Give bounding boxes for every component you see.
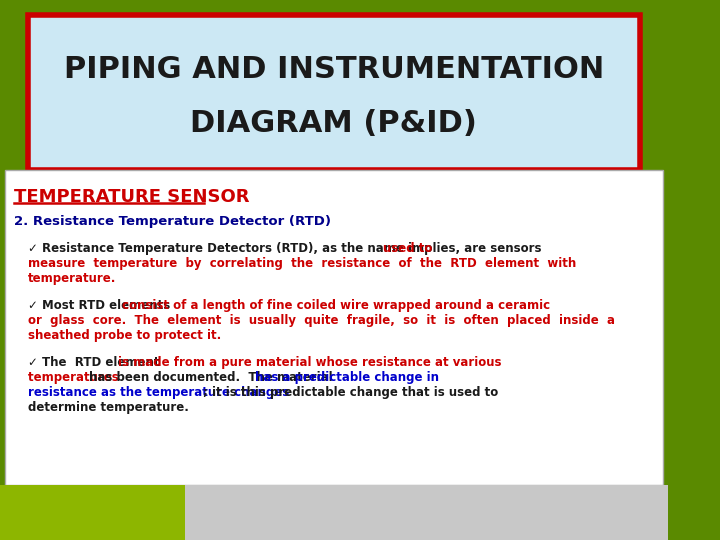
Text: consist of a length of fine coiled wire wrapped around a ceramic: consist of a length of fine coiled wire … [122,299,551,312]
Text: used to: used to [382,242,432,255]
FancyBboxPatch shape [0,485,186,540]
Text: or  glass  core.  The  element  is  usually  quite  fragile,  so  it  is  often : or glass core. The element is usually qu… [28,314,615,327]
FancyBboxPatch shape [28,15,640,170]
Text: determine temperature.: determine temperature. [28,401,189,414]
Text: temperature.: temperature. [28,272,116,285]
Text: ; it is this predictable change that is used to: ; it is this predictable change that is … [203,386,498,399]
Text: 2. Resistance Temperature Detector (RTD): 2. Resistance Temperature Detector (RTD) [14,215,331,228]
Text: ✓ The  RTD element: ✓ The RTD element [28,356,163,369]
Text: measure  temperature  by  correlating  the  resistance  of  the  RTD  element  w: measure temperature by correlating the r… [28,257,576,270]
Text: PIPING AND INSTRUMENTATION: PIPING AND INSTRUMENTATION [64,55,604,84]
Text: is made from a pure material whose resistance at various: is made from a pure material whose resis… [117,356,501,369]
Text: temperatures: temperatures [28,371,122,384]
Text: TEMPERATURE SENSOR: TEMPERATURE SENSOR [14,188,249,206]
Text: ✓ Most RTD elements: ✓ Most RTD elements [28,299,174,312]
Text: has a predictable change in: has a predictable change in [255,371,439,384]
Text: has been documented.  The material: has been documented. The material [89,371,337,384]
Text: ✓ Resistance Temperature Detectors (RTD), as the name implies, are sensors: ✓ Resistance Temperature Detectors (RTD)… [28,242,546,255]
Text: resistance as the temperature changes: resistance as the temperature changes [28,386,289,399]
FancyBboxPatch shape [4,170,663,485]
Text: DIAGRAM (P&ID): DIAGRAM (P&ID) [190,109,477,138]
Text: sheathed probe to protect it.: sheathed probe to protect it. [28,329,221,342]
FancyBboxPatch shape [186,485,667,540]
